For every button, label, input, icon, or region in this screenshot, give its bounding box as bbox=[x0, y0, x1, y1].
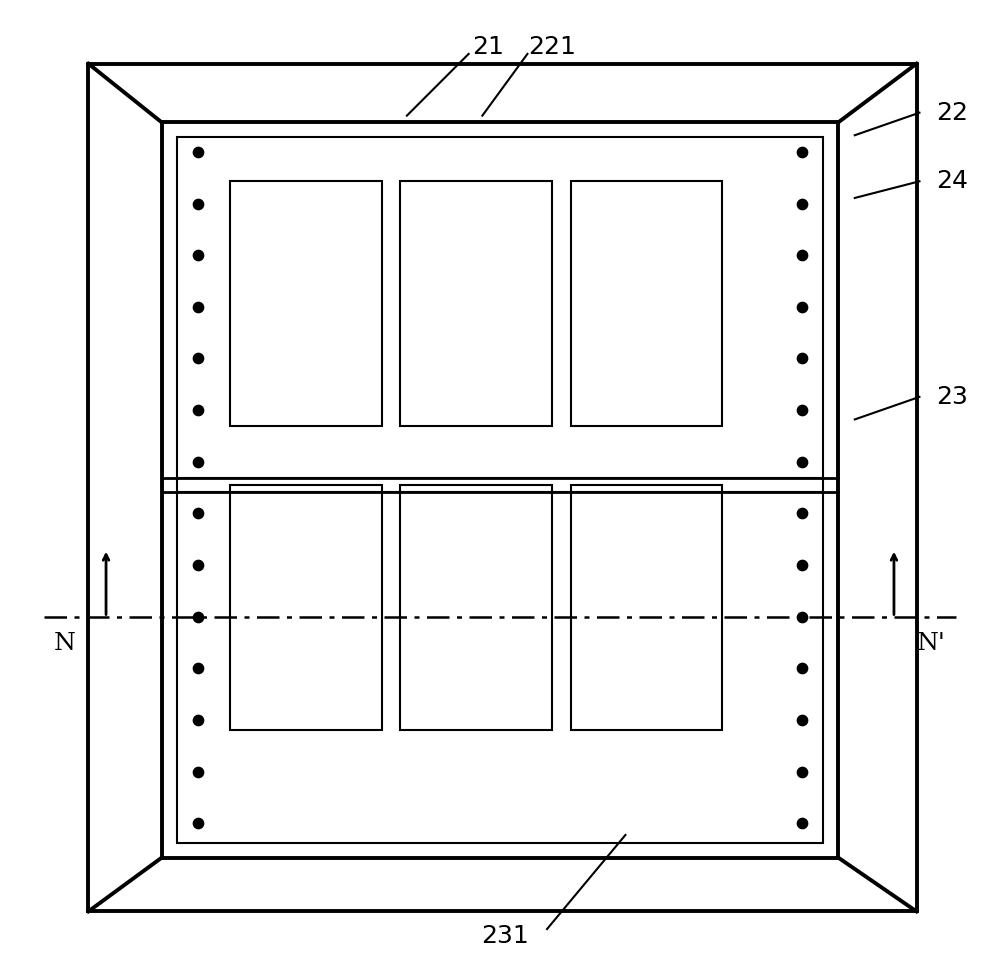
Bar bbox=[400, 181, 552, 426]
Point bbox=[190, 763, 206, 779]
Bar bbox=[571, 181, 722, 426]
Text: 23: 23 bbox=[936, 385, 968, 409]
Point bbox=[794, 609, 810, 624]
Point bbox=[794, 196, 810, 212]
Point bbox=[190, 247, 206, 263]
Text: N: N bbox=[54, 632, 76, 655]
Point bbox=[190, 609, 206, 624]
Point bbox=[794, 299, 810, 315]
Point bbox=[794, 454, 810, 469]
Point bbox=[794, 661, 810, 676]
Point bbox=[794, 815, 810, 831]
Point bbox=[794, 712, 810, 728]
Text: 231: 231 bbox=[481, 924, 529, 948]
Point bbox=[794, 402, 810, 417]
Text: 24: 24 bbox=[936, 170, 968, 193]
Point bbox=[190, 454, 206, 469]
Point bbox=[190, 144, 206, 160]
Bar bbox=[230, 181, 382, 426]
Point bbox=[794, 558, 810, 573]
Bar bbox=[177, 137, 823, 843]
Point bbox=[190, 815, 206, 831]
Point bbox=[190, 661, 206, 676]
Point bbox=[190, 402, 206, 417]
Text: 221: 221 bbox=[528, 35, 576, 59]
Point bbox=[190, 558, 206, 573]
Point bbox=[190, 196, 206, 212]
Text: N': N' bbox=[917, 632, 946, 655]
Bar bbox=[571, 485, 722, 730]
Bar bbox=[230, 485, 382, 730]
Point bbox=[190, 506, 206, 521]
Bar bbox=[400, 485, 552, 730]
Bar bbox=[162, 122, 838, 858]
Point bbox=[794, 763, 810, 779]
Point bbox=[190, 712, 206, 728]
Point bbox=[190, 299, 206, 315]
Point bbox=[794, 144, 810, 160]
Point bbox=[190, 351, 206, 367]
Text: 21: 21 bbox=[472, 35, 504, 59]
Point bbox=[794, 506, 810, 521]
Point bbox=[794, 247, 810, 263]
Point bbox=[794, 351, 810, 367]
Bar bbox=[88, 64, 916, 911]
Text: 22: 22 bbox=[936, 101, 968, 124]
